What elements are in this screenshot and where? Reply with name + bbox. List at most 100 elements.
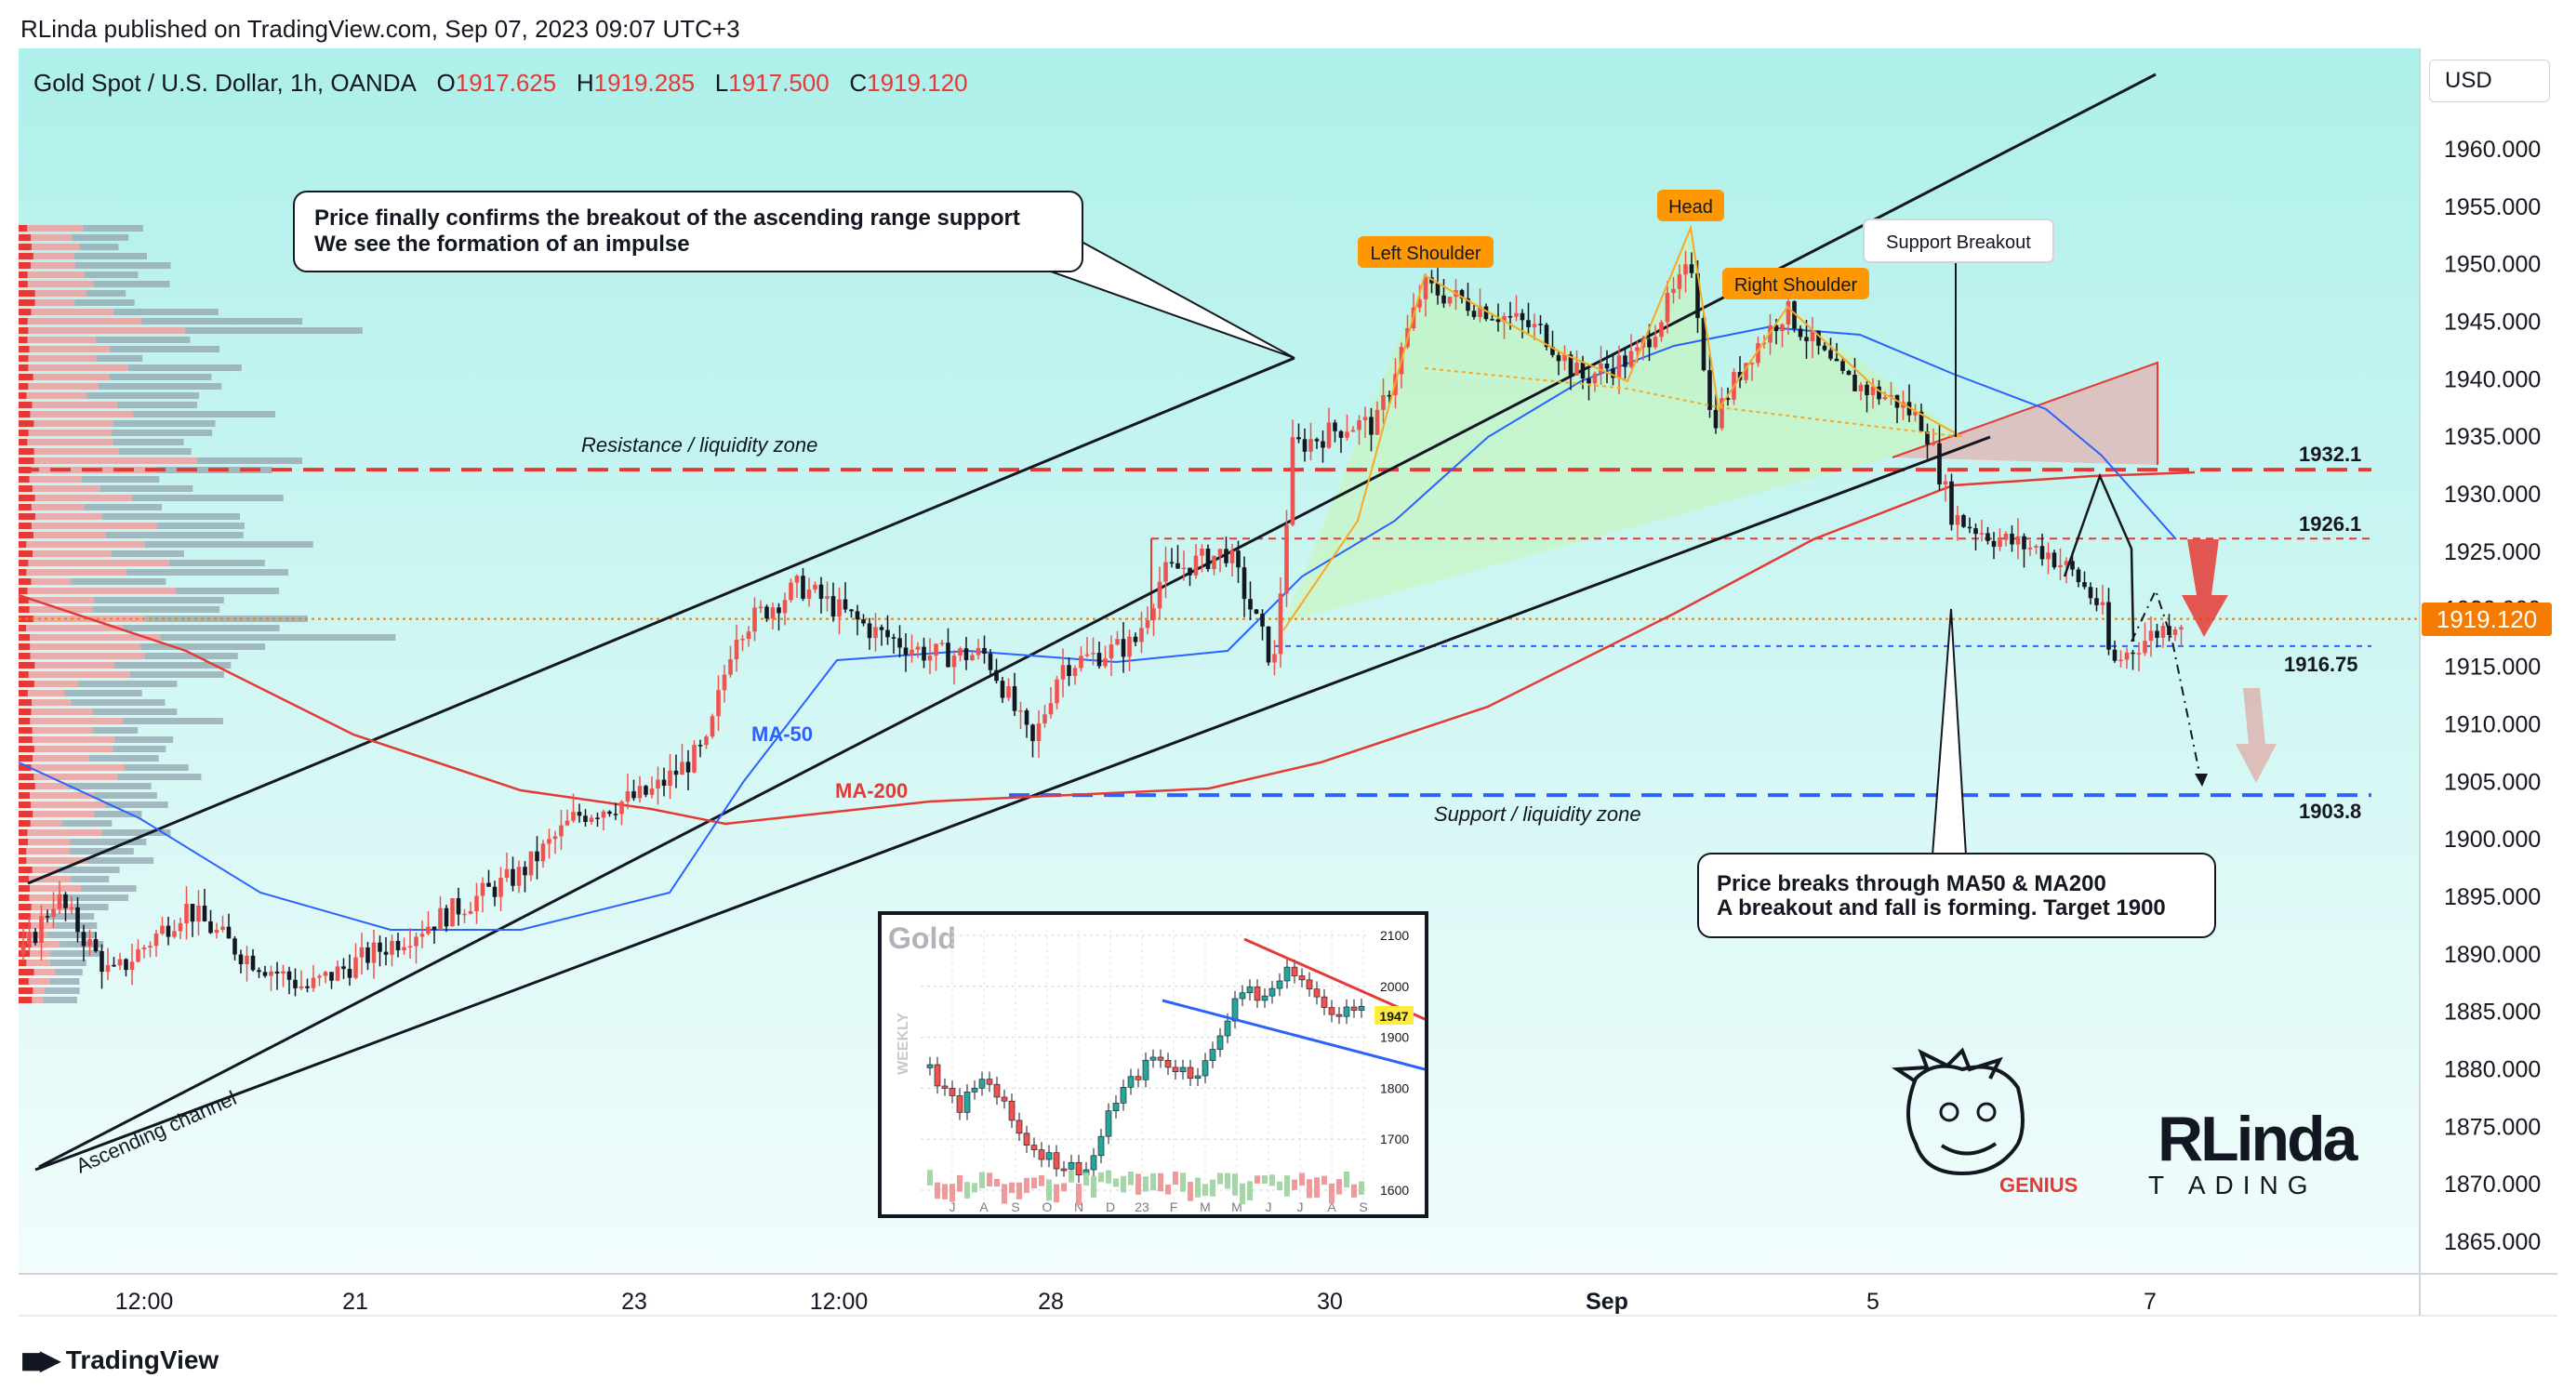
inset-x-tick: J (1297, 1199, 1304, 1214)
profile-bar (19, 374, 33, 380)
inset-x-tick: J (1266, 1199, 1272, 1214)
profile-bar (19, 783, 35, 789)
candle-body (1961, 515, 1966, 527)
inset-candle (1231, 998, 1239, 1022)
profile-bar (19, 987, 33, 994)
ma200-line[interactable] (18, 470, 2196, 826)
candle-body (897, 638, 902, 648)
inset-x-tick: S (1359, 1199, 1367, 1214)
candle-body (480, 882, 485, 896)
candle-body (20, 944, 26, 954)
inset-candle (986, 1079, 993, 1085)
candle-body (456, 898, 461, 915)
callout2-line-1: Price breaks through MA50 & MA200 (1717, 871, 2106, 896)
profile-bar (19, 485, 100, 492)
candle-body (879, 627, 884, 630)
inset-candle (1298, 975, 1306, 981)
candle-body (915, 646, 921, 650)
candle-body (1943, 481, 1948, 485)
channel-upper-line[interactable] (27, 356, 1295, 885)
inset-candle (1090, 1155, 1097, 1171)
candle-body (492, 886, 498, 897)
profile-bar (19, 327, 185, 334)
candle-body (1188, 567, 1192, 576)
candle-body (1490, 319, 1494, 321)
candle-body (1991, 540, 1997, 548)
inset-volume (1150, 1172, 1156, 1191)
candle-body (1520, 312, 1525, 321)
profile-bar (123, 625, 280, 631)
profile-bar (50, 950, 102, 957)
candle-body (1925, 431, 1930, 444)
inset-candle (1209, 1049, 1216, 1061)
inset-candle (1038, 1149, 1045, 1160)
candle-body (2022, 536, 2026, 550)
candle-body (1374, 409, 1380, 435)
inset-volume (1277, 1181, 1282, 1190)
inset-side-label: WEEKLY (896, 1013, 911, 1075)
inset-candle (1350, 1006, 1358, 1011)
candle-body (1834, 358, 1839, 362)
profile-bar (109, 374, 212, 380)
currency-button[interactable]: USD (2429, 60, 2550, 102)
profile-bar (19, 309, 114, 315)
profile-bar (133, 411, 275, 417)
inset-volume (1202, 1184, 1208, 1197)
profile-bar (19, 578, 72, 585)
inset-candle (1149, 1056, 1157, 1061)
profile-bar (19, 253, 75, 259)
candle-body (801, 576, 805, 599)
candle-body (2039, 546, 2045, 560)
candle-body (45, 916, 50, 918)
inset-volume (1039, 1174, 1044, 1186)
profile-bar (19, 420, 34, 427)
profile-bar (19, 262, 75, 269)
candle-body (1761, 342, 1767, 345)
candle-body (2131, 652, 2135, 655)
profile-bar (19, 597, 29, 603)
profile-bar (101, 829, 171, 836)
candle-body (540, 843, 546, 862)
candle-body (963, 648, 969, 660)
candle-body (262, 972, 268, 976)
profile-bar (113, 309, 219, 315)
candle-body (1822, 345, 1827, 351)
x-tick-label: 5 (1866, 1289, 1879, 1315)
candle-body (922, 646, 926, 661)
inset-candle (1328, 1007, 1335, 1015)
ma-breakout-callout (1697, 853, 2216, 938)
profile-bar (19, 504, 85, 510)
inset-volume (1009, 1182, 1015, 1194)
tradingview-brand[interactable]: ◼▶ TradingView (20, 1345, 219, 1375)
channel-bottom-line[interactable] (34, 435, 1991, 1172)
candle-body (746, 631, 751, 639)
channel-top-line[interactable] (38, 73, 2157, 1169)
inset-volume (1173, 1172, 1178, 1186)
candle-body (1906, 402, 1912, 416)
inset-volume (964, 1182, 970, 1199)
profile-bar (19, 392, 27, 399)
profile-bar (71, 699, 166, 706)
candle-body (1084, 654, 1090, 656)
candle-body (1828, 350, 1833, 359)
profile-bar (19, 643, 140, 650)
candle-body (1296, 437, 1301, 440)
candle-body (166, 925, 171, 937)
candle-body (716, 690, 721, 717)
candle-body (511, 868, 515, 886)
candle-body (1773, 325, 1779, 332)
candle-body (1677, 274, 1682, 289)
profile-bar (19, 383, 99, 390)
ma50-line[interactable] (18, 325, 2177, 931)
candle-body (2143, 641, 2147, 654)
candle-body (81, 932, 86, 947)
x-tick-label: 30 (1317, 1289, 1343, 1315)
candle-body (752, 607, 757, 632)
target-arrow-secondary (2236, 688, 2277, 783)
candle-body (1949, 481, 1954, 525)
candle-body (1478, 306, 1482, 317)
callout-line-2: We see the formation of an impulse (314, 232, 690, 257)
candle-body (390, 940, 394, 955)
candle-body (1865, 384, 1869, 395)
